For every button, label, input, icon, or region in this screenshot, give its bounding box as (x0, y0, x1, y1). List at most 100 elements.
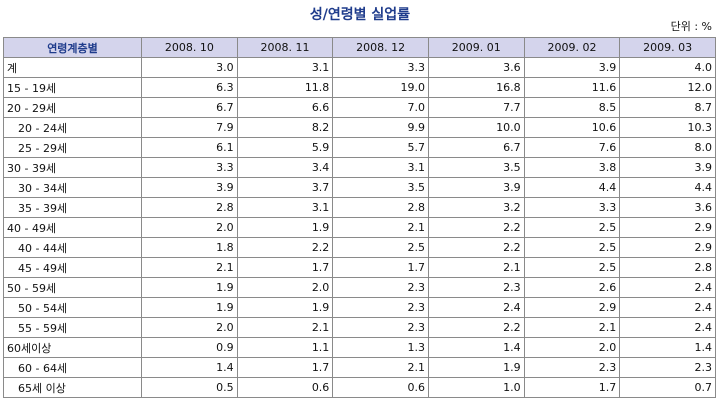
table-cell: 3.3 (332, 57, 429, 78)
table-cell: 1.4 (141, 357, 238, 378)
table-cell: 1.9 (141, 277, 238, 298)
column-header-month: 2009. 02 (523, 37, 621, 58)
table-cell: 1.8 (141, 237, 238, 258)
table-cell: 6.3 (141, 77, 238, 98)
table-cell: 5.7 (332, 137, 429, 158)
table-row: 계 3.0 3.1 3.3 3.6 3.9 4.0 (3, 57, 716, 78)
column-header-month: 2008. 11 (236, 37, 334, 58)
table-cell: 2.3 (332, 297, 429, 318)
table-row: 60 - 64세 1.4 1.7 2.1 1.9 2.3 2.3 (3, 357, 716, 378)
table-cell: 2.3 (619, 357, 716, 378)
table-cell: 3.4 (236, 157, 334, 178)
row-label: 40 - 49세 (3, 217, 142, 238)
table-cell: 1.7 (236, 257, 334, 278)
table-cell: 2.1 (523, 317, 621, 338)
table-cell: 6.7 (427, 137, 525, 158)
table-cell: 2.1 (236, 317, 334, 338)
table-cell: 2.1 (332, 357, 429, 378)
table-row: 50 - 54세 1.9 1.9 2.3 2.4 2.9 2.4 (3, 297, 716, 318)
table-cell: 2.5 (523, 217, 621, 238)
table-cell: 6.1 (141, 137, 238, 158)
table-cell: 2.3 (332, 317, 429, 338)
table-cell: 1.1 (236, 337, 334, 358)
table-cell: 2.0 (141, 217, 238, 238)
table-cell: 5.9 (236, 137, 334, 158)
table-cell: 1.9 (236, 297, 334, 318)
column-header-month: 2009. 03 (619, 37, 716, 58)
table-cell: 4.0 (619, 57, 716, 78)
row-label: 60세이상 (3, 337, 142, 358)
row-label: 60 - 64세 (3, 357, 142, 378)
table-cell: 2.6 (523, 277, 621, 298)
table-cell: 1.4 (427, 337, 525, 358)
table-cell: 0.6 (236, 377, 334, 398)
table-cell: 2.3 (523, 357, 621, 378)
table-cell: 3.6 (619, 197, 716, 218)
column-header-month: 2008. 10 (141, 37, 238, 58)
table-cell: 2.8 (619, 257, 716, 278)
table-cell: 10.6 (523, 117, 621, 138)
table-cell: 7.7 (427, 97, 525, 118)
table-cell: 2.1 (141, 257, 238, 278)
table-cell: 7.6 (523, 137, 621, 158)
table-cell: 3.9 (619, 157, 716, 178)
table-cell: 2.9 (619, 217, 716, 238)
table-cell: 3.1 (236, 197, 334, 218)
row-label: 55 - 59세 (3, 317, 142, 338)
table-cell: 1.3 (332, 337, 429, 358)
table-cell: 3.9 (141, 177, 238, 198)
table-cell: 2.1 (427, 257, 525, 278)
table-cell: 1.9 (427, 357, 525, 378)
table-cell: 3.5 (332, 177, 429, 198)
table-cell: 1.7 (332, 257, 429, 278)
table-cell: 3.3 (141, 157, 238, 178)
table-cell: 19.0 (332, 77, 429, 98)
table-row: 30 - 39세 3.3 3.4 3.1 3.5 3.8 3.9 (3, 157, 716, 178)
table-cell: 2.1 (332, 217, 429, 238)
page-title: 성/연령별 실업률 (309, 7, 411, 23)
column-header-month: 2009. 01 (427, 37, 525, 58)
table-cell: 2.3 (332, 277, 429, 298)
table-row: 25 - 29세 6.1 5.9 5.7 6.7 7.6 8.0 (3, 137, 716, 158)
table-cell: 2.4 (619, 297, 716, 318)
table-header-row: 연령계층별 2008. 10 2008. 11 2008. 12 2009. 0… (3, 37, 716, 58)
table-cell: 2.8 (332, 197, 429, 218)
table-cell: 3.1 (332, 157, 429, 178)
table-row: 55 - 59세 2.0 2.1 2.3 2.2 2.1 2.4 (3, 317, 716, 338)
table-row: 45 - 49세 2.1 1.7 1.7 2.1 2.5 2.8 (3, 257, 716, 278)
table-row: 60세이상 0.9 1.1 1.3 1.4 2.0 1.4 (3, 337, 716, 358)
table-cell: 3.8 (523, 157, 621, 178)
table-cell: 8.0 (619, 137, 716, 158)
row-label: 40 - 44세 (3, 237, 142, 258)
table-cell: 4.4 (523, 177, 621, 198)
table-cell: 2.5 (523, 237, 621, 258)
table-cell: 2.2 (427, 217, 525, 238)
table-cell: 2.4 (619, 317, 716, 338)
row-label: 계 (3, 57, 142, 78)
table-cell: 2.2 (427, 317, 525, 338)
table-row: 40 - 49세 2.0 1.9 2.1 2.2 2.5 2.9 (3, 217, 716, 238)
table-cell: 11.8 (236, 77, 334, 98)
table-cell: 2.0 (523, 337, 621, 358)
table-cell: 12.0 (619, 77, 716, 98)
unemployment-table: 연령계층별 2008. 10 2008. 11 2008. 12 2009. 0… (3, 37, 716, 398)
table-cell: 1.7 (523, 377, 621, 398)
column-header-age-group[interactable]: 연령계층별 (3, 37, 142, 58)
row-label: 50 - 54세 (3, 297, 142, 318)
row-label: 65세 이상 (3, 377, 142, 398)
table-cell: 2.4 (619, 277, 716, 298)
table-cell: 0.7 (619, 377, 716, 398)
table-cell: 2.5 (523, 257, 621, 278)
table-cell: 1.9 (236, 217, 334, 238)
table-cell: 3.9 (523, 57, 621, 78)
table-row: 30 - 34세 3.9 3.7 3.5 3.9 4.4 4.4 (3, 177, 716, 198)
table-cell: 8.2 (236, 117, 334, 138)
table-cell: 1.7 (236, 357, 334, 378)
table-cell: 9.9 (332, 117, 429, 138)
row-label: 45 - 49세 (3, 257, 142, 278)
table-row: 40 - 44세 1.8 2.2 2.5 2.2 2.5 2.9 (3, 237, 716, 258)
unit-label: 단위 : % (670, 20, 712, 33)
table-cell: 1.4 (619, 337, 716, 358)
table-cell: 3.9 (427, 177, 525, 198)
table-cell: 3.2 (427, 197, 525, 218)
